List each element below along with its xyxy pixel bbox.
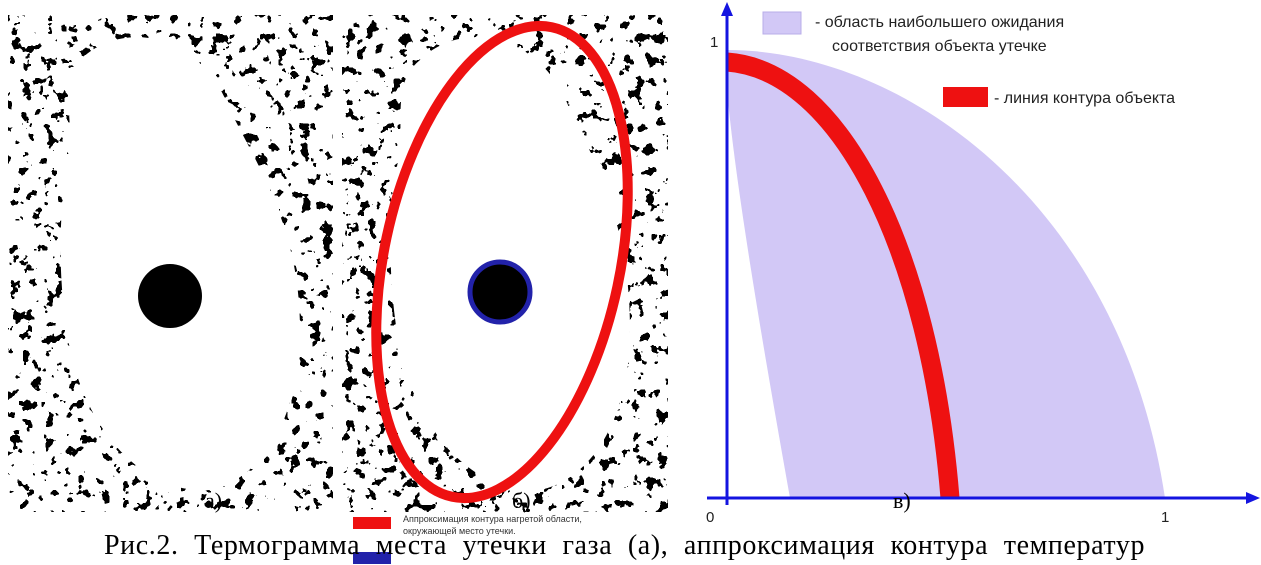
caption: Рис.2. Термограмма места утечки газа (а)… [104, 530, 1261, 562]
origin-label: 0 [706, 509, 714, 526]
legend-swatch [763, 12, 801, 34]
page: а) б) Аппроксимация контура нагретой обл… [0, 0, 1261, 565]
thermogram-a [8, 15, 333, 512]
legend-swatch [353, 517, 391, 529]
legend-swatch [943, 87, 988, 107]
legend-text: - линия контура объекта [994, 90, 1175, 107]
legend-text: Аппроксимация контура нагретой области, [403, 514, 582, 524]
arrow [1246, 492, 1260, 504]
arrow [721, 2, 733, 16]
legend-text: соответствия объекта утечке [832, 38, 1047, 55]
figure: а) б) Аппроксимация контура нагретой обл… [0, 0, 1261, 565]
y-tick-label: 1 [710, 34, 718, 51]
thermogram-b [337, 3, 668, 522]
panel-label: а) [205, 488, 222, 513]
panel-label: б) [512, 488, 531, 513]
panel-label: в) [893, 488, 911, 513]
x-tick-label: 1 [1161, 509, 1169, 526]
diagram: - область наибольшего ожидания соответст… [706, 2, 1260, 526]
legend-text: - область наибольшего ожидания [815, 14, 1064, 31]
